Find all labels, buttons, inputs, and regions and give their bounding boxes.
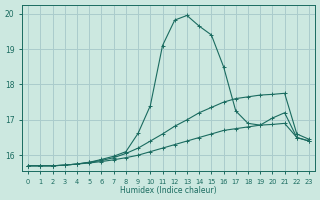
X-axis label: Humidex (Indice chaleur): Humidex (Indice chaleur) — [120, 186, 217, 195]
